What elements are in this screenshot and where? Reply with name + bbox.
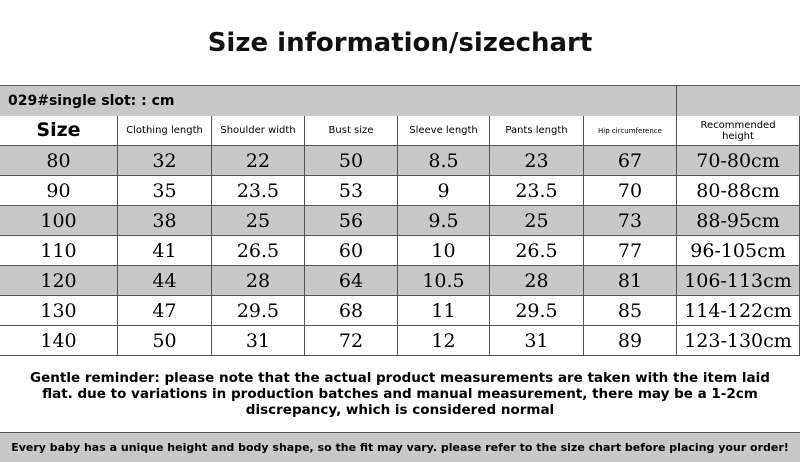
table-cell: 23.5 (212, 176, 305, 206)
table-cell: 28 (212, 266, 305, 296)
table-cell: 114-122cm (677, 296, 800, 326)
table-cell: 29.5 (490, 296, 584, 326)
table-cell: 12 (398, 326, 490, 356)
table-cell: 73 (584, 206, 677, 236)
table-cell: 140 (0, 326, 118, 356)
table-cell: 26.5 (490, 236, 584, 266)
column-header: Recommended height (677, 116, 800, 146)
table-cell: 10.5 (398, 266, 490, 296)
table-cell: 32 (118, 146, 212, 176)
table-cell: 44 (118, 266, 212, 296)
table-cell: 110 (0, 236, 118, 266)
table-cell: 77 (584, 236, 677, 266)
table-cell: 25 (490, 206, 584, 236)
reminder: Gentle reminder: please note that the ac… (30, 370, 770, 418)
column-header: Sleeve length (398, 116, 490, 146)
title: Size information/sizechart (0, 0, 800, 86)
table-cell: 22 (212, 146, 305, 176)
column-header: Hip circumference (584, 116, 677, 146)
table-cell: 123-130cm (677, 326, 800, 356)
table-cell: 35 (118, 176, 212, 206)
table-cell: 47 (118, 296, 212, 326)
column-header: Size (0, 116, 118, 146)
table-cell: 67 (584, 146, 677, 176)
table-cell: 53 (305, 176, 398, 206)
table-cell: 96-105cm (677, 236, 800, 266)
table-cell: 60 (305, 236, 398, 266)
table-cell: 38 (118, 206, 212, 236)
table-cell: 9.5 (398, 206, 490, 236)
table-cell: 11 (398, 296, 490, 326)
column-header: Shoulder width (212, 116, 305, 146)
table-cell: 89 (584, 326, 677, 356)
table-cell: 41 (118, 236, 212, 266)
table-cell: 28 (490, 266, 584, 296)
table-caption: 029#single slot: : cm (0, 86, 677, 116)
caption-blank (677, 86, 800, 116)
table-cell: 56 (305, 206, 398, 236)
table-cell: 10 (398, 236, 490, 266)
table-cell: 25 (212, 206, 305, 236)
table-cell: 120 (0, 266, 118, 296)
column-header: Pants length (490, 116, 584, 146)
table-cell: 85 (584, 296, 677, 326)
table-cell: 31 (490, 326, 584, 356)
table-cell: 29.5 (212, 296, 305, 326)
table-cell: 23 (490, 146, 584, 176)
table-cell: 72 (305, 326, 398, 356)
table-cell: 50 (118, 326, 212, 356)
table-cell: 31 (212, 326, 305, 356)
table-cell: 90 (0, 176, 118, 206)
table-cell: 80 (0, 146, 118, 176)
footer-note: Every baby has a unique height and body … (0, 432, 800, 462)
table-cell: 70-80cm (677, 146, 800, 176)
table-cell: 106-113cm (677, 266, 800, 296)
table-cell: 100 (0, 206, 118, 236)
table-cell: 26.5 (212, 236, 305, 266)
column-header: Bust size (305, 116, 398, 146)
table-cell: 80-88cm (677, 176, 800, 206)
table-cell: 68 (305, 296, 398, 326)
table-cell: 88-95cm (677, 206, 800, 236)
table-cell: 9 (398, 176, 490, 206)
table-cell: 50 (305, 146, 398, 176)
table-cell: 81 (584, 266, 677, 296)
table-cell: 8.5 (398, 146, 490, 176)
table-cell: 130 (0, 296, 118, 326)
column-header: Clothing length (118, 116, 212, 146)
table-cell: 23.5 (490, 176, 584, 206)
table-cell: 70 (584, 176, 677, 206)
table-cell: 64 (305, 266, 398, 296)
